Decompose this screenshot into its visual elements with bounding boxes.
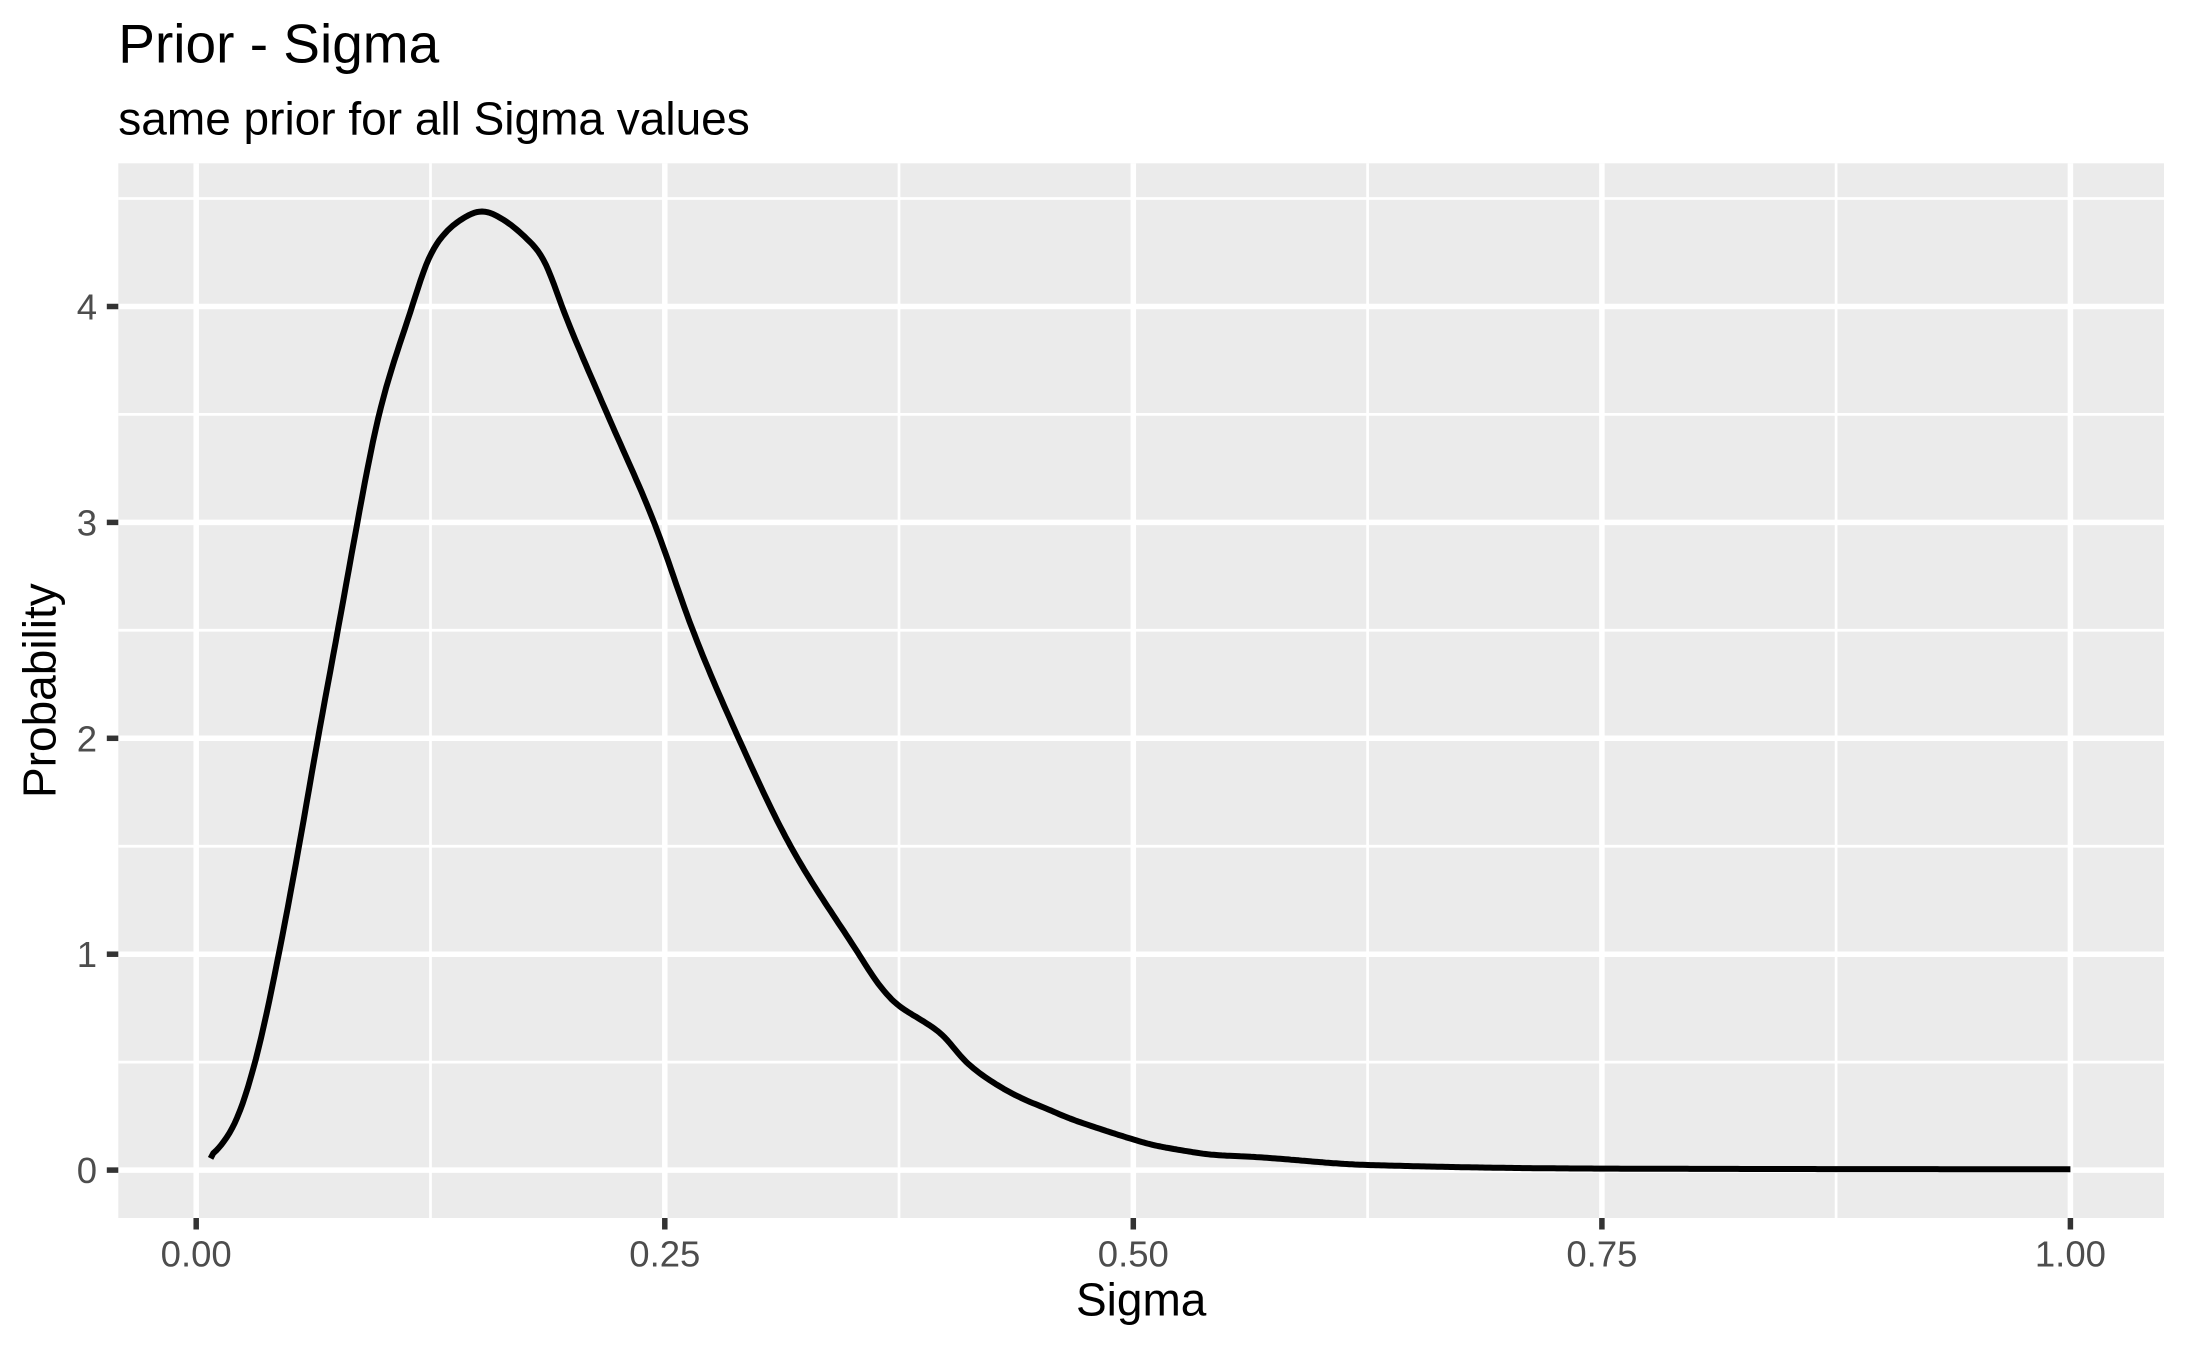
svg-text:2: 2	[77, 718, 97, 759]
svg-text:0.00: 0.00	[161, 1234, 232, 1275]
svg-text:1: 1	[77, 934, 97, 975]
svg-text:1.00: 1.00	[2035, 1234, 2106, 1275]
svg-text:0: 0	[77, 1150, 97, 1191]
svg-text:Prior - Sigma: Prior - Sigma	[118, 13, 439, 75]
svg-text:Sigma: Sigma	[1076, 1274, 1207, 1326]
svg-text:0.75: 0.75	[1566, 1234, 1637, 1275]
svg-text:4: 4	[77, 287, 97, 328]
svg-text:same prior for all Sigma value: same prior for all Sigma values	[118, 93, 749, 145]
svg-text:3: 3	[77, 502, 97, 543]
svg-text:Probability: Probability	[14, 583, 66, 798]
svg-text:0.25: 0.25	[629, 1234, 700, 1275]
svg-text:0.50: 0.50	[1098, 1234, 1169, 1275]
